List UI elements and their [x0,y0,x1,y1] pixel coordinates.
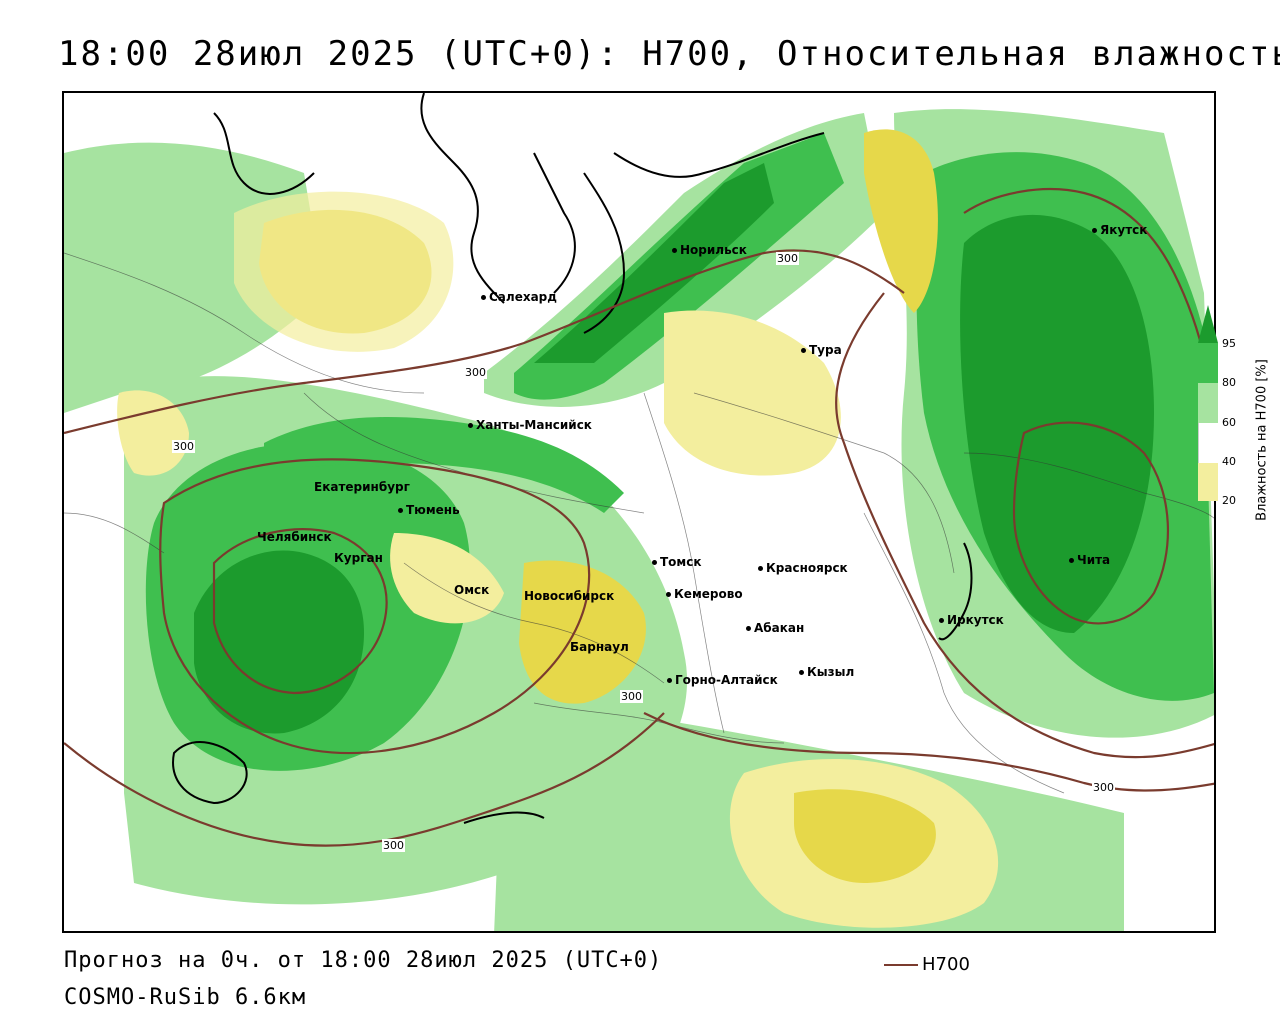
city-label: Иркутск [947,613,1004,627]
city-marker [801,348,806,353]
humidity-field [64,93,1214,931]
city-label: Ханты-Мансийск [476,418,592,432]
humidity-area-mid-band [264,417,624,513]
city-barnaul: Барнаул [570,640,629,654]
colorbar-band-80 [1198,383,1218,423]
dryness-area-northwest-edge [234,191,454,352]
colorbar-top-triangle [1198,305,1218,343]
city-marker [481,295,486,300]
city-marker [672,248,677,253]
city-marker [746,626,751,631]
dryness-area-northeast [864,129,938,313]
isoline-label: 300 [382,839,405,852]
city-norilsk: Норильск [672,243,747,257]
city-kurgan: Курган [334,551,383,565]
colorbar-band-60 [1198,423,1218,463]
city-krasnoyarsk: Красноярск [758,561,848,575]
map-panel: 300 300 300 300 300 300 Якутск Норильск … [62,91,1216,933]
city-gorno-altaysk: Горно-Алтайск [667,673,778,687]
city-khanty-mansiysk: Ханты-Мансийск [468,418,592,432]
city-label: Тюмень [406,503,460,517]
city-marker [398,508,403,513]
city-yakutsk: Якутск [1092,223,1147,237]
city-tyumen: Тюмень [398,503,460,517]
colorbar-tick: 20 [1222,494,1236,507]
city-tura: Тура [801,343,842,357]
city-salekhard: Салехард [481,290,557,304]
city-label: Абакан [754,621,805,635]
city-abakan: Абакан [746,621,804,635]
city-label: Норильск [680,243,747,257]
city-label: Якутск [1100,223,1148,237]
city-tomsk: Томск [652,555,702,569]
city-kyzyl: Кызыл [799,665,854,679]
city-yekaterinburg: Екатеринбург [314,480,410,494]
city-marker [758,566,763,571]
city-label: Челябинск [257,530,332,544]
dryness-area-center-north [664,310,841,476]
city-chita: Чита [1069,553,1110,567]
colorbar-tick: 80 [1222,376,1236,389]
isoline-label: 300 [776,252,799,265]
city-label: Кемерово [674,587,743,601]
city-label: Салехард [489,290,557,304]
colorbar-tick: 95 [1222,337,1236,350]
colorbar-title: Влажность на H700 [%] [1254,359,1270,521]
city-label: Чита [1077,553,1111,567]
city-label: Тура [809,343,842,357]
humidity-area-high-north [534,163,774,363]
isoline-label: 300 [172,440,195,453]
dryness-area-west-center [390,533,504,624]
city-novosibirsk: Новосибирск [524,589,614,603]
contour-key-label: H700 [922,954,970,975]
city-marker [1092,228,1097,233]
isoline-label: 300 [1092,781,1115,794]
city-label: Екатеринбург [314,480,410,494]
city-label: Горно-Алтайск [675,673,778,687]
dryness-area-south-core [794,789,936,883]
dryness-area-west [117,390,189,476]
city-label: Красноярск [766,561,848,575]
city-marker [667,678,672,683]
map-title: 18:00 28июл 2025 (UTC+0): H700, Относите… [58,34,1280,74]
region-borders [64,252,1214,794]
contour-key-line [884,964,918,966]
colorbar-tick: 40 [1222,455,1236,468]
city-marker [799,670,804,675]
model-name: COSMO-RuSib 6.6км [64,985,307,1010]
humidity-colorbar [1198,305,1218,510]
city-marker [468,423,473,428]
isoline-label: 300 [620,690,643,703]
colorbar-band-40 [1198,463,1218,501]
city-marker [666,592,671,597]
city-label: Омск [454,583,490,597]
city-marker [652,560,657,565]
city-marker [1069,558,1074,563]
city-label: Кызыл [807,665,855,679]
isoline-label: 300 [464,366,487,379]
city-label: Томск [660,555,702,569]
forecast-info: Прогноз на 0ч. от 18:00 28июл 2025 (UTC+… [64,948,663,973]
city-label: Барнаул [570,640,629,654]
coastlines [172,93,973,824]
city-omsk: Омск [454,583,489,597]
city-label: Курган [334,551,383,565]
city-chelyabinsk: Челябинск [257,530,332,544]
city-marker [939,618,944,623]
city-kemerovo: Кемерово [666,587,743,601]
city-label: Новосибирск [524,589,615,603]
city-irkutsk: Иркутск [939,613,1004,627]
contour-key: H700 [884,954,970,975]
colorbar-tick: 60 [1222,416,1236,429]
h700-contours [64,187,1214,847]
colorbar-band-95 [1198,343,1218,383]
